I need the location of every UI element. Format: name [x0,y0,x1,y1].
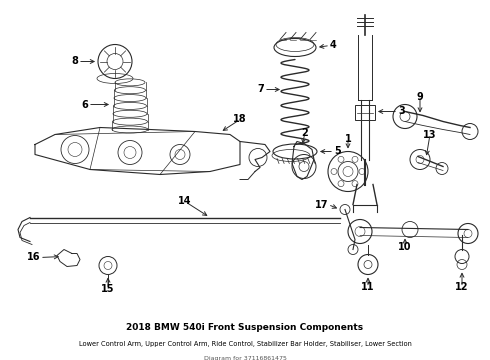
Text: 17: 17 [315,199,328,210]
Text: 14: 14 [178,197,192,207]
Text: 9: 9 [416,91,423,102]
Text: 8: 8 [71,57,78,67]
Text: 16: 16 [26,252,40,262]
Text: 5: 5 [334,147,341,157]
Text: 6: 6 [81,99,88,109]
Text: 2018 BMW 540i Front Suspension Components: 2018 BMW 540i Front Suspension Component… [126,323,364,332]
Text: 4: 4 [330,40,337,50]
Text: Diagram for 37116861475: Diagram for 37116861475 [203,356,287,360]
Text: 18: 18 [233,114,247,125]
Text: 2: 2 [302,127,308,138]
Text: Lower Control Arm, Upper Control Arm, Ride Control, Stabilizer Bar Holder, Stabi: Lower Control Arm, Upper Control Arm, Ri… [78,341,412,347]
Text: 12: 12 [455,283,469,292]
Text: 11: 11 [361,283,375,292]
Text: 7: 7 [257,85,264,94]
Text: 3: 3 [398,107,405,117]
Text: 13: 13 [423,130,437,139]
Text: 10: 10 [398,243,412,252]
Text: 1: 1 [344,135,351,144]
Text: 15: 15 [101,284,115,294]
Bar [355,104,375,120]
